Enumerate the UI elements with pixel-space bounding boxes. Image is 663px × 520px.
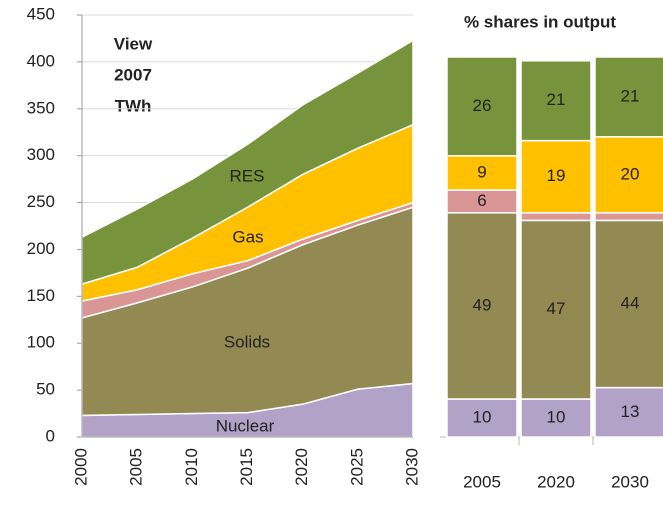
data-label: 26 (473, 96, 492, 115)
y-tick-label: 300 (27, 145, 55, 164)
bar-segment (594, 56, 663, 138)
data-label: 19 (547, 166, 566, 185)
x-tick-label: 2020 (537, 472, 575, 491)
annotation: TWh (115, 96, 152, 115)
area (81, 39, 414, 286)
data-label: 44 (621, 293, 640, 312)
bar-segment (446, 56, 518, 157)
x-tick-label: 2030 (611, 472, 649, 491)
data-label: 49 (473, 295, 492, 314)
y-tick-label: 150 (27, 286, 55, 305)
y-tick-label: 450 (27, 4, 55, 23)
data-label: 20 (621, 164, 640, 183)
y-tick-label: 50 (36, 380, 55, 399)
data-label: 6 (477, 191, 486, 210)
bar-segment (520, 398, 592, 438)
bar-segment (520, 139, 592, 214)
x-tick-label: 2025 (347, 448, 366, 486)
series-label: RES (230, 166, 265, 185)
bar-segment (594, 212, 663, 222)
x-tick-label: 2005 (127, 448, 146, 486)
x-tick-label: 2020 (292, 448, 311, 486)
data-label: 47 (547, 299, 566, 318)
bar-segment (520, 212, 592, 222)
bar-segment (446, 398, 518, 438)
y-tick-label: 100 (27, 333, 55, 352)
bar-segment (446, 212, 518, 400)
data-label: 21 (547, 90, 566, 109)
bar-segment (594, 136, 663, 214)
x-tick-label: 2015 (237, 448, 256, 486)
x-tick-label: 2010 (182, 448, 201, 486)
y-tick-label: 250 (27, 192, 55, 211)
bar-segment (594, 219, 663, 389)
series-label: Nuclear (216, 416, 275, 435)
y-tick-label: 0 (46, 426, 55, 445)
series-label: Solids (224, 332, 270, 351)
bar-segment (446, 155, 518, 191)
bar-segment (520, 219, 592, 400)
series-label: Gas (232, 227, 263, 246)
annotation: View (114, 34, 153, 53)
data-label: 9 (477, 162, 486, 181)
data-label: 13 (621, 402, 640, 421)
y-tick-label: 400 (27, 51, 55, 70)
data-label: 10 (473, 407, 492, 426)
x-tick-label: 2030 (402, 448, 421, 486)
x-tick-label: 2005 (463, 472, 501, 491)
bar-segment (520, 60, 592, 142)
y-tick-label: 200 (27, 239, 55, 258)
x-tick-label: 2000 (71, 448, 90, 486)
annotation: 2007 (114, 65, 152, 84)
data-label: 10 (547, 407, 566, 426)
data-label: 21 (621, 86, 640, 105)
y-tick-label: 350 (27, 98, 55, 117)
chart-title: % shares in output (464, 12, 616, 31)
